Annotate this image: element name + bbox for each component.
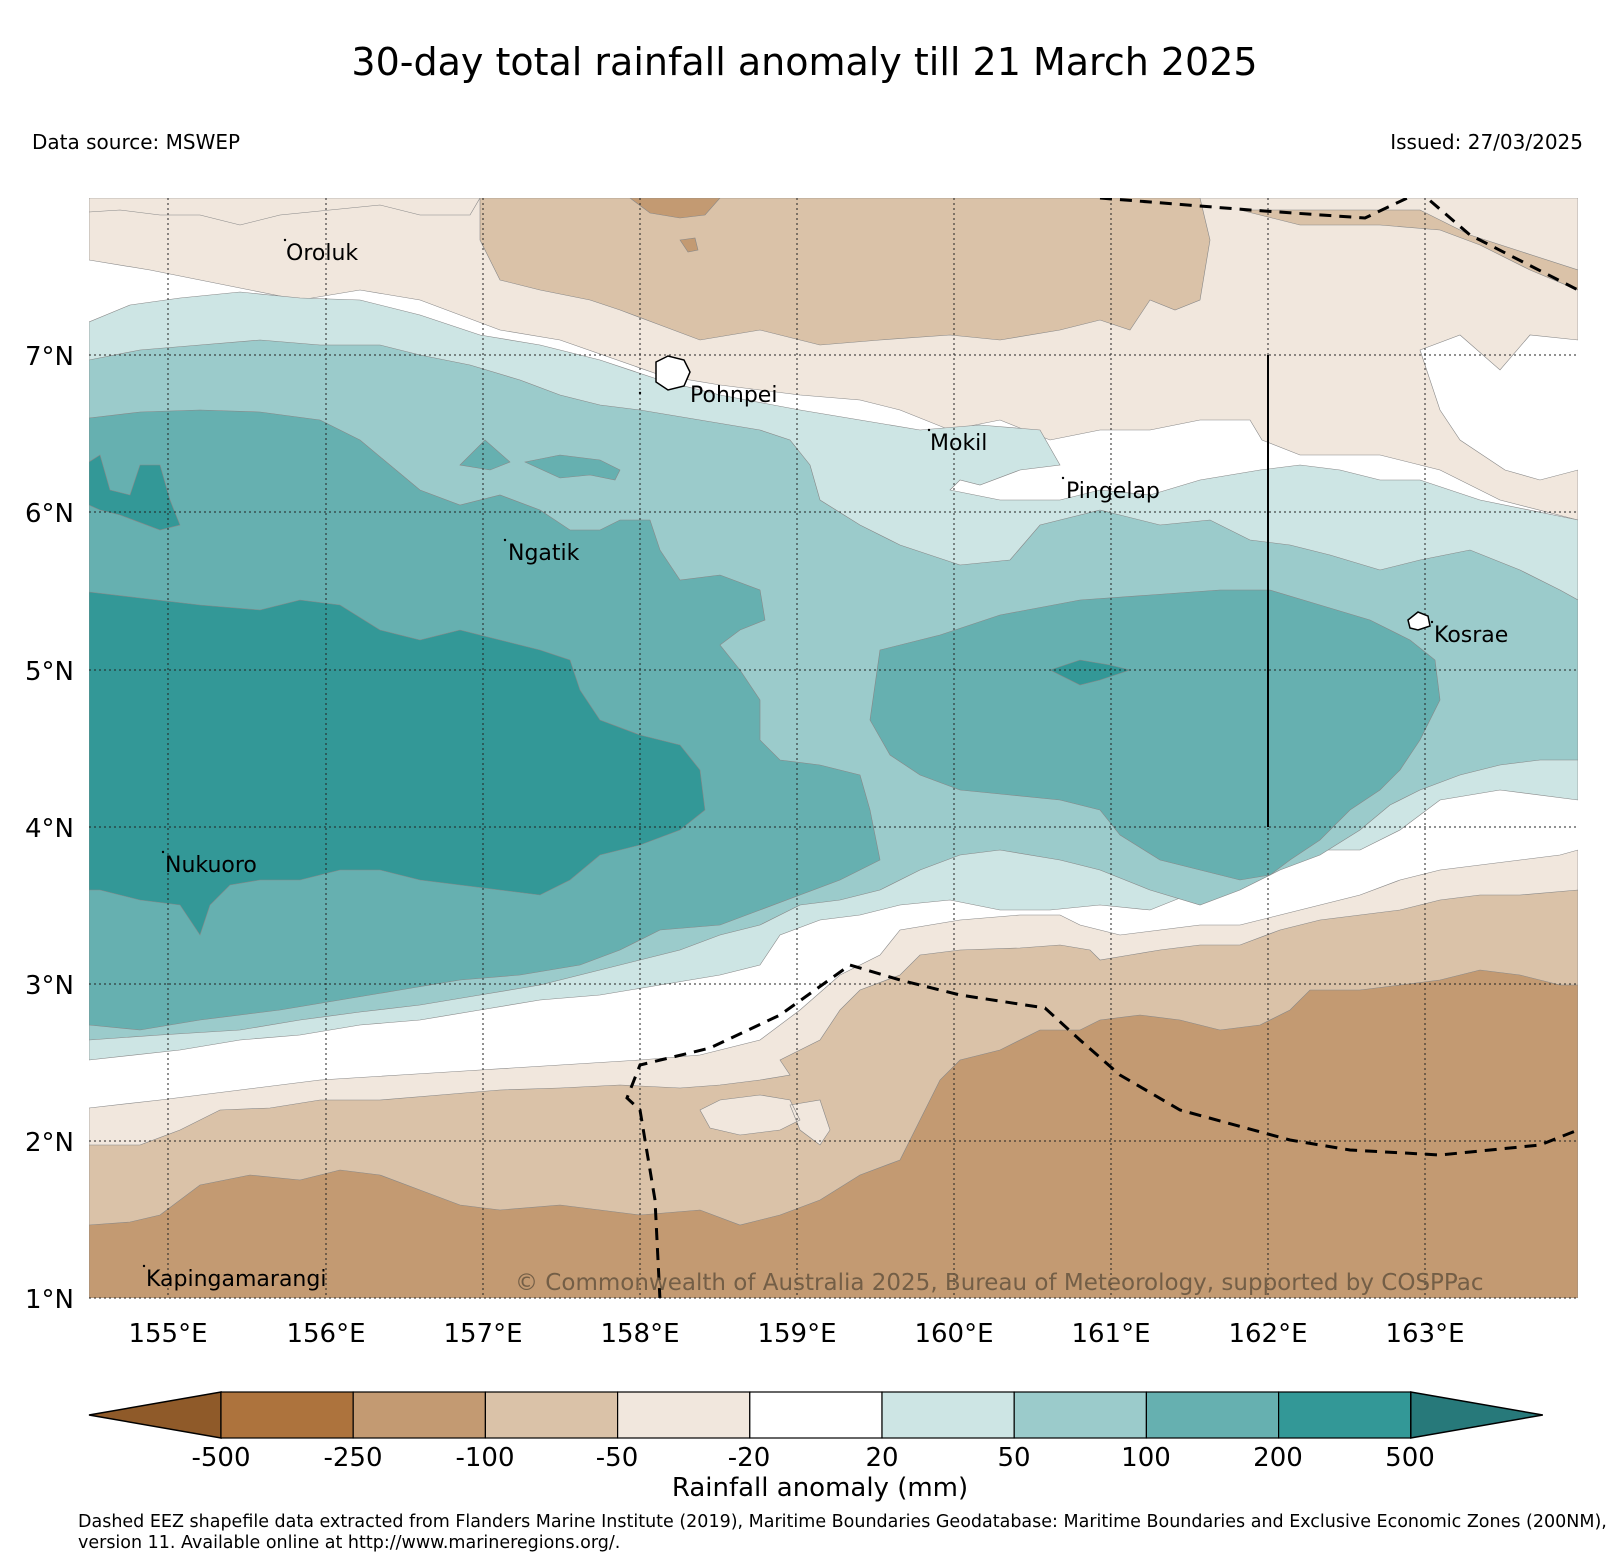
place-label: Oroluk [286,241,358,266]
colorbar [88,1391,1543,1439]
lon-tick: 160°E [914,1319,993,1349]
colorbar-tick: 50 [997,1443,1030,1473]
place-label: Mokil [930,431,987,456]
colorbar-tick: -20 [728,1443,770,1473]
place-labels: Oroluk Pohnpei Mokil Pingelap Ngatik Kos… [146,241,1508,1292]
colorbar-tick: -500 [191,1443,250,1473]
eez-boundary [625,198,1578,1298]
contour-band-dry-dark-north-2 [679,237,699,253]
lat-tick: 3°N [25,971,74,1001]
lat-tick: 4°N [25,814,74,844]
lat-tick: 5°N [25,657,74,687]
lon-tick: 159°E [757,1319,836,1349]
colorbar-tick: -250 [323,1443,382,1473]
pohnpei-island [655,355,691,391]
contour-band-dry-dark-north [629,198,721,219]
contour-band-dry-dark-south [89,969,1578,1298]
colorbar-extend-high [1410,1391,1543,1439]
colorbar-tick: 100 [1121,1443,1171,1473]
colorbar-extend-low [88,1391,222,1439]
place-label: Kosrae [1434,623,1508,648]
colorbar-tick: -50 [596,1443,638,1473]
colorbar-swatch [1013,1391,1148,1439]
colorbar-label: Rainfall anomaly (mm) [671,1473,969,1503]
data-source-label: Data source: MSWEP [32,130,241,154]
anomaly-contours [89,198,1578,1298]
place-label: Kapingamarangi [146,1267,326,1292]
colorbar-tick: 20 [865,1443,898,1473]
colorbar-tick-labels: -500 -250 -100 -50 -20 20 50 100 200 500 [191,1443,1434,1473]
place-label: Nukuoro [165,853,257,878]
place-label: Ngatik [508,541,580,566]
place-label: Pingelap [1066,479,1160,504]
contour-band-wet-100-200-north [459,439,621,481]
colorbar-swatch [484,1391,619,1439]
lon-tick: 158°E [600,1319,679,1349]
lat-tick: 2°N [25,1128,74,1158]
lat-tick: 6°N [25,499,74,529]
colorbar-tick: 200 [1253,1443,1303,1473]
colorbar-tick: -100 [455,1443,514,1473]
place-markers [142,238,1434,1268]
map-title: 30-day total rainfall anomaly till 21 Ma… [351,40,1258,84]
latitude-tick-labels: 1°N 2°N 3°N 4°N 5°N 6°N 7°N [25,342,74,1315]
lon-tick: 161°E [1071,1319,1150,1349]
lon-tick: 163°E [1385,1319,1464,1349]
lat-tick: 7°N [25,342,74,372]
colorbar-swatch [616,1391,751,1439]
lon-tick: 156°E [286,1319,365,1349]
contour-band-dry-mid-north [479,198,1211,346]
lon-tick: 162°E [1228,1319,1307,1349]
colorbar-swatch [881,1391,1015,1439]
contour-band-dry-light-north [89,198,1578,521]
kosrae-island [1407,611,1431,631]
footnote: Dashed EEZ shapefile data extracted from… [78,1512,1607,1553]
contour-band-dry-light-patch [699,1094,831,1146]
colorbar-swatch [1145,1391,1280,1439]
colorbar-swatch [749,1391,883,1439]
longitude-tick-labels: 155°E 156°E 157°E 158°E 159°E 160°E 161°… [128,1319,1464,1349]
colorbar-swatch [220,1391,354,1439]
lon-tick: 157°E [443,1319,522,1349]
contour-band-dry-mid-north-2 [1239,209,1578,291]
lat-tick: 1°N [25,1285,74,1315]
colorbar-swatch [352,1391,487,1439]
place-label: Pohnpei [690,383,777,408]
contour-band-dry-light-nw [89,198,481,226]
issued-date-label: Issued: 27/03/2025 [1390,130,1583,154]
copyright-label: © Commonwealth of Australia 2025, Bureau… [515,1270,1484,1296]
colorbar-swatch [1277,1391,1412,1439]
colorbar-tick: 500 [1385,1443,1435,1473]
lon-tick: 155°E [128,1319,207,1349]
